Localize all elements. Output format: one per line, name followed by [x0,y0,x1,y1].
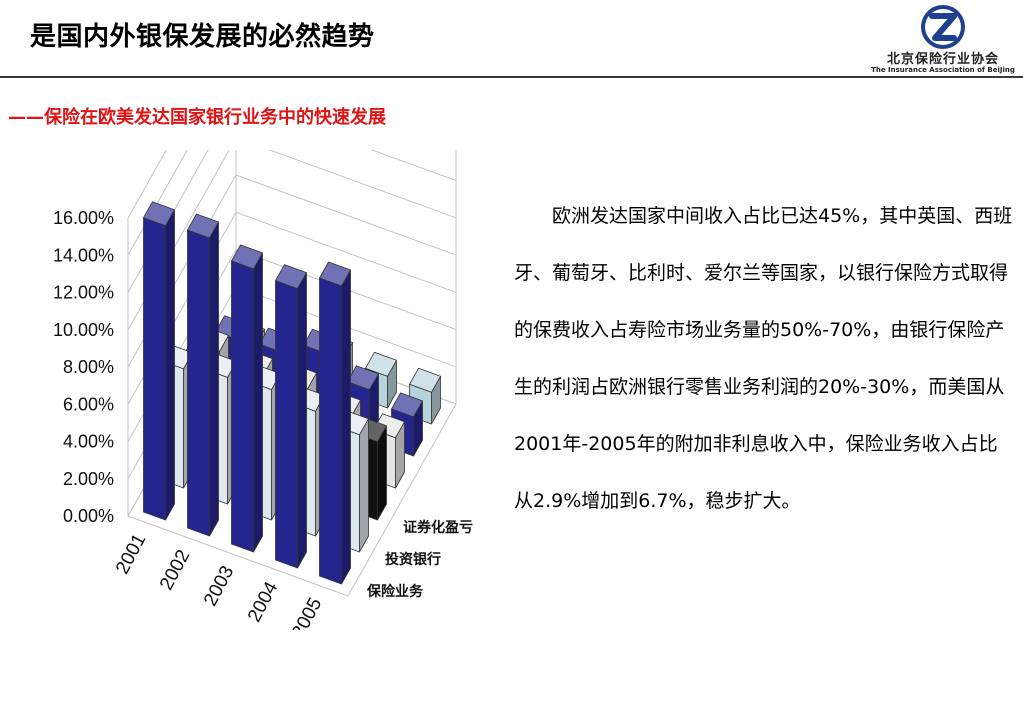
bar-side [253,252,263,553]
bar-top [231,244,263,270]
bar-top [319,261,351,287]
bar-top [143,201,175,227]
bar-top [365,351,397,377]
association-logo: 北京保险行业协会 The Insurance Association of Be… [866,3,1020,79]
y-tick-label: 14.00% [53,245,114,265]
bar-side [297,272,307,569]
depth-label: 保险业务 [366,583,424,600]
y-tick-label: 10.00% [53,320,114,340]
gridline [127,150,188,256]
bar-top [187,213,219,239]
bar-side [165,209,175,521]
bar [143,217,166,521]
slide-subtitle: ——保险在欧美发达国家银行业务中的快速发展 [8,107,386,128]
association-logo-en-text: The Insurance Association of BeiJing [871,66,1015,74]
x-tick-label: 2001 [112,530,150,577]
bar-top [347,365,379,391]
gridline [127,150,167,219]
depth-label: 证券化盈亏 [403,519,473,536]
bar-top [409,367,441,393]
association-logo-icon [921,5,965,49]
bar-top [391,392,423,418]
bar-side [209,221,219,537]
title-divider [0,76,1023,78]
y-tick-label: 12.00% [53,283,114,303]
slide-title: 是国内外银保发展的必然趋势 [30,22,375,52]
bar [187,229,210,537]
bar [319,277,342,585]
association-logo-cn-text: 北京保险行业协会 [886,52,999,67]
x-tick-label: 2004 [244,578,283,626]
y-tick-label: 2.00% [63,469,114,489]
bar-side [341,269,351,585]
bar [275,280,298,569]
y-tick-label: 4.00% [63,432,114,452]
body-paragraph: 欧洲发达国家中间收入占比已达45%，其中英国、西班牙、葡萄牙、比利时、爱尔兰等国… [514,205,1013,512]
x-tick-label: 2003 [200,562,238,609]
y-tick-label: 16.00% [53,208,114,228]
y-tick-label: 6.00% [63,394,114,414]
bar [231,260,254,553]
bar-side [359,418,369,553]
bar-top [275,264,307,290]
y-tick-label: 8.00% [63,357,114,377]
depth-label: 投资银行 [385,551,441,568]
x-tick-label: 2002 [156,546,194,593]
y-tick-label: 0.00% [63,506,114,526]
x-tick-label: 2005 [288,594,326,630]
bar-chart-3d: 0.00% 2.00% 4.00% 6.00% 8.00% 10.00% 12.00% 14.… [53,150,473,630]
